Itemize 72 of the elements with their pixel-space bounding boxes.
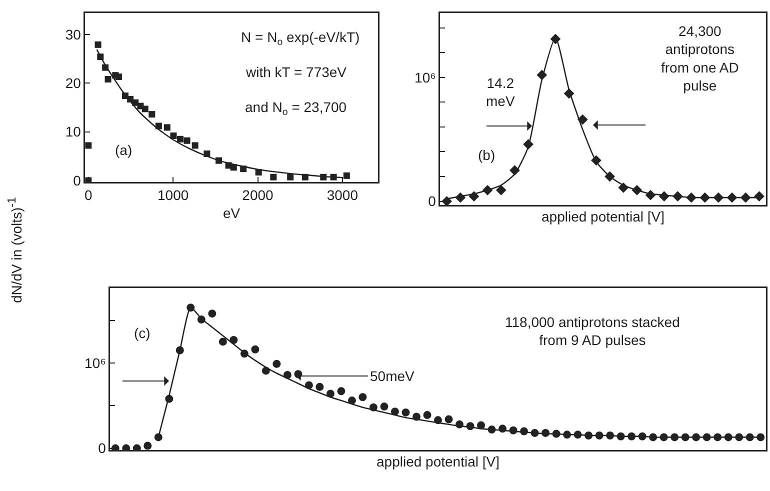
- point: [155, 122, 162, 130]
- point: [102, 64, 109, 71]
- annotation: 24,300 antiprotons from one AD pulse: [661, 23, 739, 94]
- x-tick-label: 3000: [326, 187, 358, 204]
- point: [320, 174, 327, 180]
- annotation: N = N$_{o}$ exp(-eV/kT): [241, 29, 360, 48]
- point: [645, 190, 656, 200]
- y-tick-label: 20: [65, 75, 82, 92]
- point: [97, 54, 104, 60]
- point: [482, 184, 493, 196]
- point: [713, 192, 724, 203]
- point: [216, 157, 222, 164]
- point: [468, 191, 480, 202]
- point: [496, 184, 506, 196]
- point: [204, 150, 210, 157]
- y-tick-label: 30: [65, 26, 82, 42]
- point: [632, 184, 642, 196]
- x-axis-title: eV: [222, 205, 241, 222]
- point: [104, 76, 112, 82]
- point: [142, 106, 148, 112]
- point: [523, 139, 534, 150]
- x-tick-label: 1000: [157, 187, 189, 204]
- point: [591, 155, 602, 166]
- x-tick-label: 0: [84, 187, 92, 204]
- x-axis-title: applied potential [V]: [376, 453, 500, 470]
- point: [184, 137, 190, 144]
- point: [550, 34, 561, 44]
- point: [700, 192, 710, 203]
- x-tick-label: 2000: [242, 187, 274, 204]
- annotation: (c): [134, 325, 150, 341]
- annotation: (a): [115, 142, 132, 158]
- point: [170, 132, 177, 139]
- point: [343, 172, 350, 179]
- point: [686, 192, 696, 203]
- point: [85, 142, 92, 149]
- annotation: 118,000 antiprotons stacked from 9 AD pulses: [505, 314, 680, 348]
- point: [148, 111, 156, 118]
- point: [536, 70, 548, 80]
- point: [94, 41, 102, 48]
- annotation: (b): [478, 147, 496, 163]
- annotation: and N$_{o}$ = 23,700: [245, 99, 347, 118]
- point: [177, 136, 184, 142]
- point: [510, 165, 520, 176]
- point: [577, 114, 588, 125]
- annotation: 50meV: [370, 368, 416, 384]
- point: [192, 142, 198, 149]
- y-tick-label: 10⁶: [84, 354, 106, 371]
- point: [255, 169, 262, 176]
- point: [115, 74, 122, 80]
- point: [164, 124, 170, 131]
- point: [564, 88, 574, 99]
- point: [658, 191, 670, 202]
- point: [302, 174, 308, 180]
- point: [618, 182, 629, 193]
- annotation: with kT = 773eV: [245, 64, 348, 80]
- x-axis-title: applied potential [V]: [542, 208, 664, 224]
- point: [442, 196, 452, 205]
- y-tick-label: 0: [73, 172, 82, 188]
- point: [287, 174, 294, 180]
- point: [455, 192, 466, 203]
- point: [604, 171, 615, 182]
- point: [330, 174, 337, 180]
- point: [754, 191, 764, 202]
- annotation: 14.2 meV: [486, 75, 516, 110]
- y-tick-label: 10⁶: [414, 69, 436, 86]
- point: [240, 166, 247, 172]
- y-tick-label: 10: [65, 124, 82, 140]
- point: [740, 192, 751, 203]
- point: [726, 192, 738, 203]
- point: [270, 174, 277, 180]
- point: [230, 164, 237, 171]
- point: [672, 191, 683, 202]
